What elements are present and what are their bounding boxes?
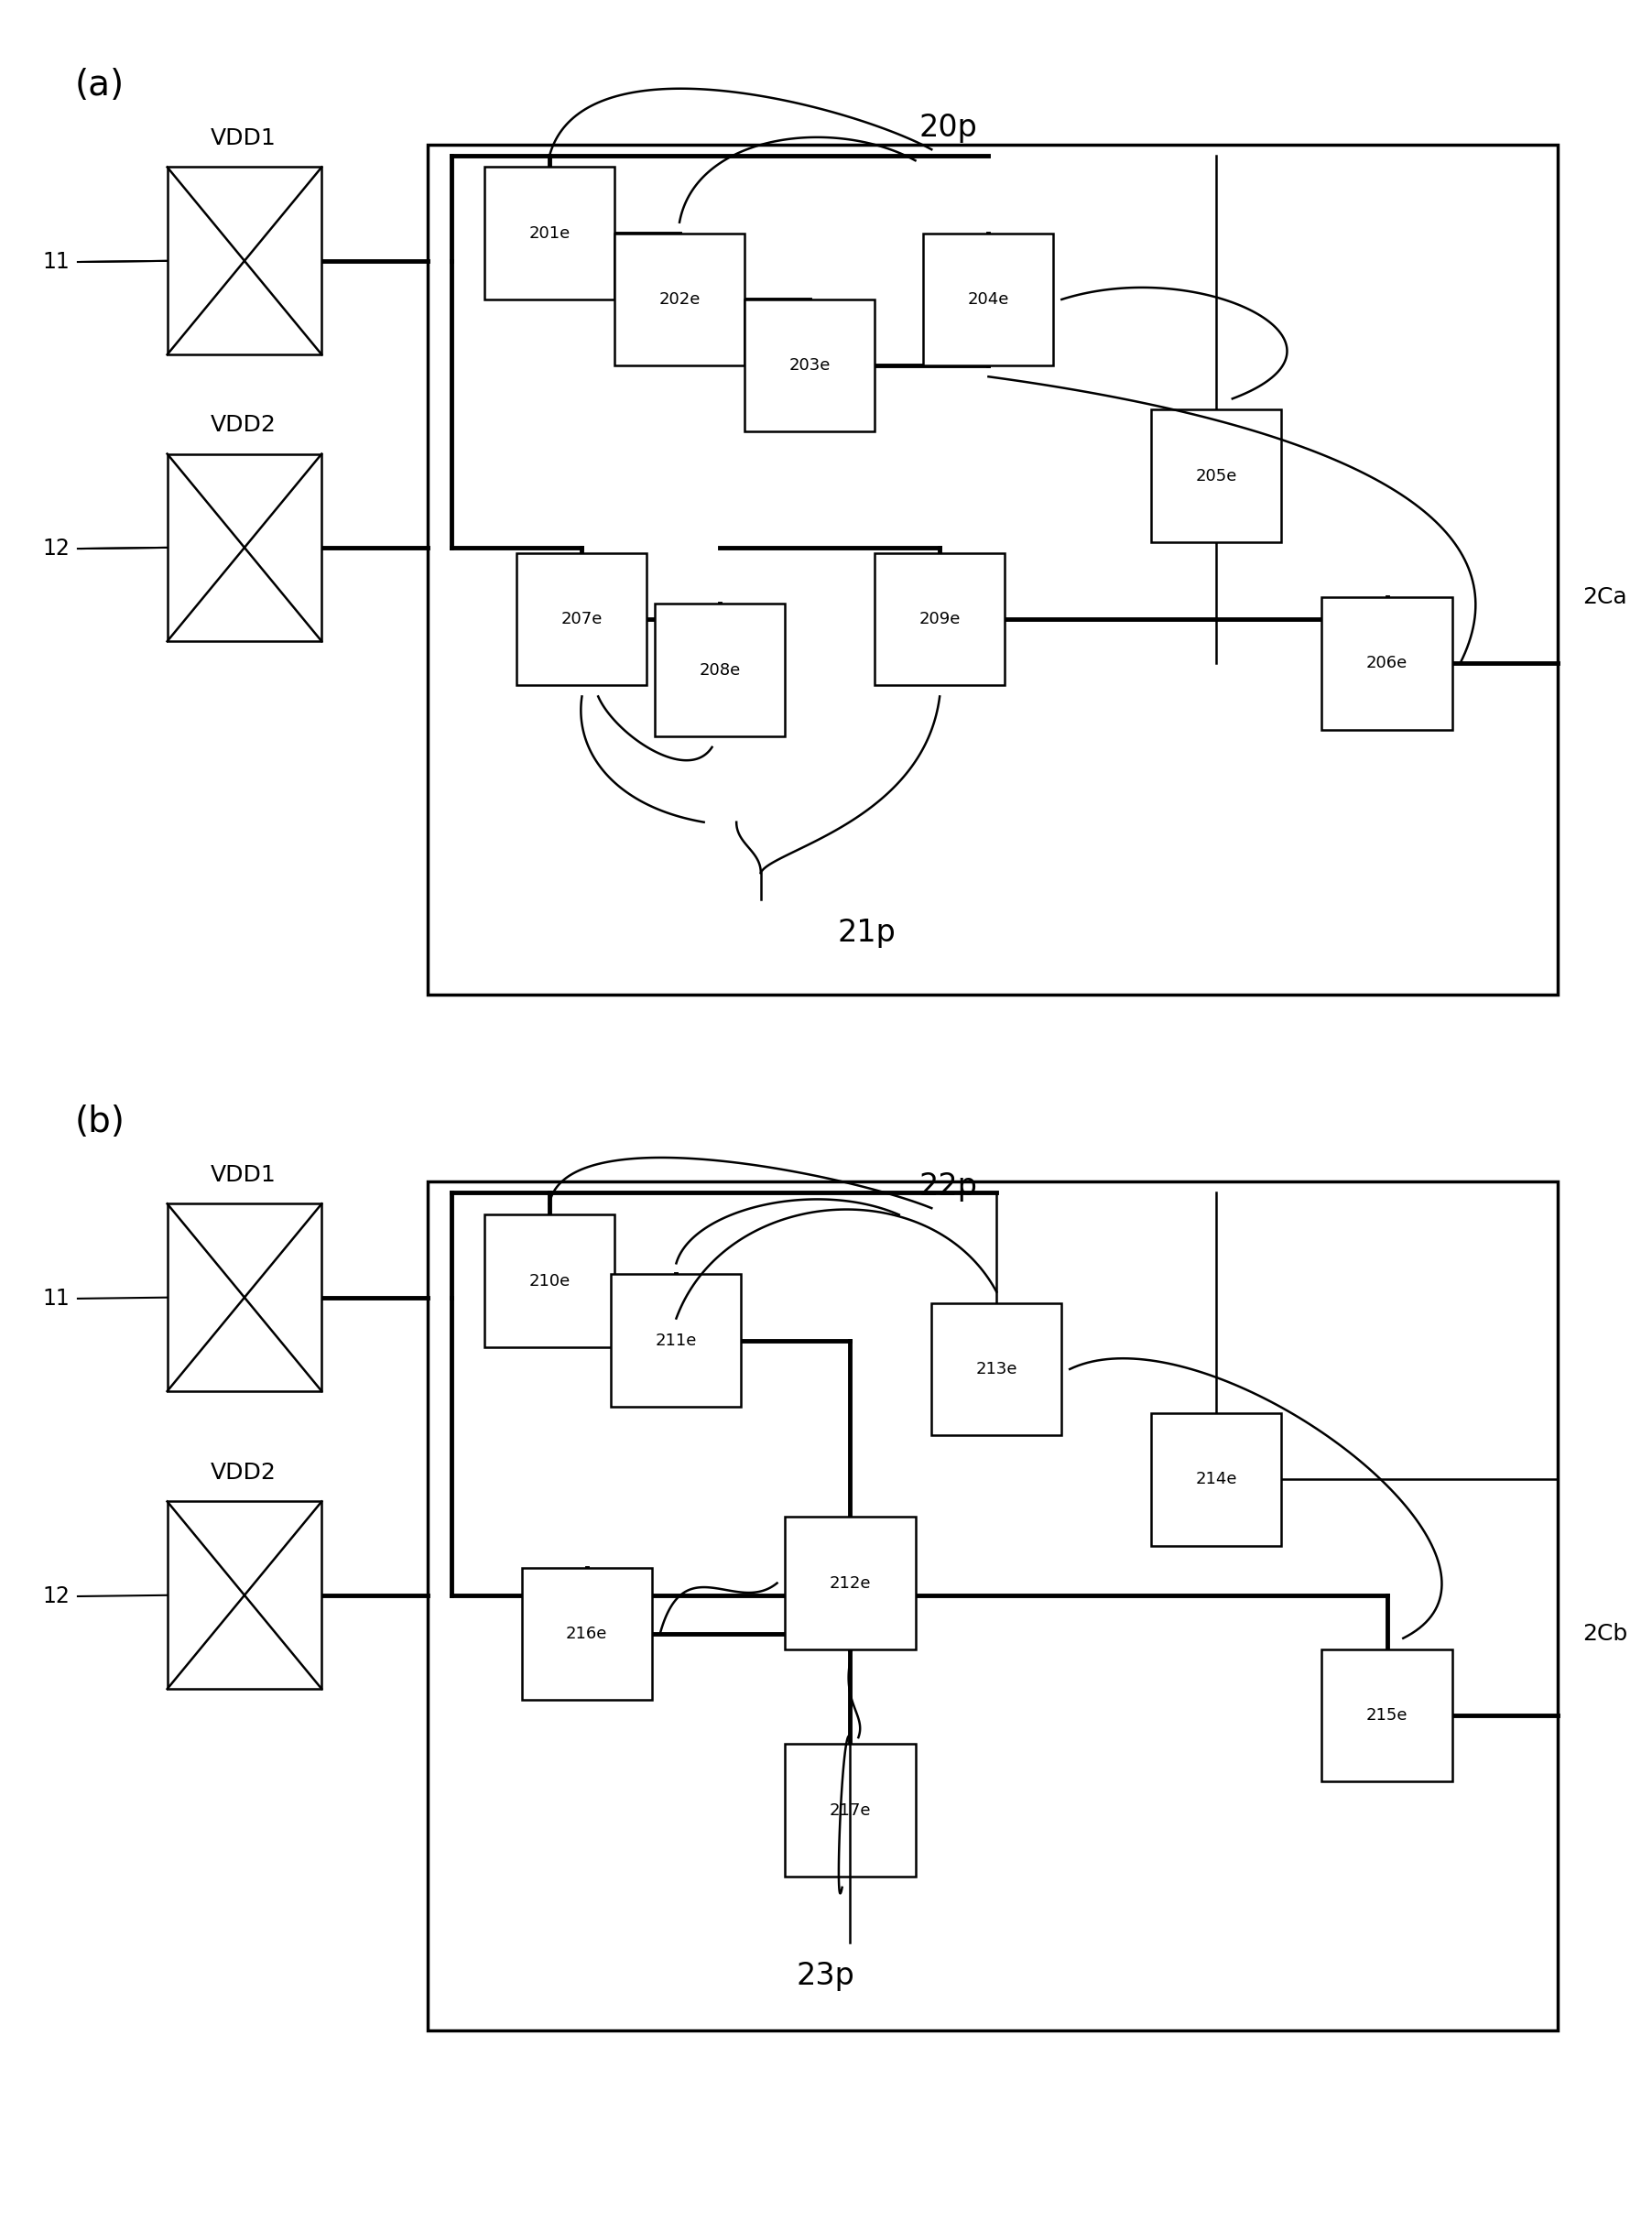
Text: 204e: 204e xyxy=(968,292,1009,308)
Text: 2Ca: 2Ca xyxy=(1583,587,1627,609)
Text: (a): (a) xyxy=(74,67,124,103)
Text: 207e: 207e xyxy=(562,611,603,627)
Text: VDD2: VDD2 xyxy=(211,1461,276,1484)
Text: 201e: 201e xyxy=(529,225,570,241)
Text: 23p: 23p xyxy=(796,1961,856,1990)
Text: 12: 12 xyxy=(43,538,69,560)
Text: 205e: 205e xyxy=(1196,469,1237,484)
Bar xyxy=(484,167,615,299)
Text: 216e: 216e xyxy=(567,1626,608,1642)
Bar xyxy=(745,299,874,433)
Text: 214e: 214e xyxy=(1196,1470,1237,1488)
Text: 215e: 215e xyxy=(1366,1707,1408,1725)
Text: 11: 11 xyxy=(43,1287,69,1310)
Bar xyxy=(167,1205,322,1392)
Bar xyxy=(428,145,1558,995)
Text: 22p: 22p xyxy=(919,1171,976,1200)
Bar xyxy=(522,1568,653,1700)
Text: 2Cb: 2Cb xyxy=(1583,1622,1627,1644)
Bar xyxy=(1322,1649,1452,1783)
Text: VDD1: VDD1 xyxy=(211,127,276,149)
Text: 203e: 203e xyxy=(788,357,831,375)
Text: (b): (b) xyxy=(74,1104,126,1140)
Text: 20p: 20p xyxy=(919,112,976,143)
Text: 11: 11 xyxy=(43,250,69,272)
Text: VDD1: VDD1 xyxy=(211,1165,276,1187)
Text: 206e: 206e xyxy=(1366,656,1408,672)
Text: 210e: 210e xyxy=(529,1272,570,1290)
Bar xyxy=(785,1745,915,1876)
Bar xyxy=(615,234,745,366)
Bar xyxy=(167,1501,322,1689)
Text: 21p: 21p xyxy=(838,917,895,948)
Text: 209e: 209e xyxy=(919,611,960,627)
Text: 12: 12 xyxy=(43,1586,69,1606)
Bar xyxy=(517,553,648,685)
Bar xyxy=(1151,1412,1282,1546)
Text: VDD2: VDD2 xyxy=(211,415,276,437)
Bar xyxy=(874,553,1004,685)
Bar xyxy=(611,1274,742,1406)
Text: 212e: 212e xyxy=(829,1575,871,1591)
Bar xyxy=(167,453,322,640)
Text: 202e: 202e xyxy=(659,292,700,308)
Bar xyxy=(167,167,322,355)
Text: 213e: 213e xyxy=(976,1361,1018,1377)
Bar xyxy=(1151,411,1282,542)
Bar xyxy=(428,1182,1558,2030)
Text: 211e: 211e xyxy=(656,1332,697,1350)
Bar xyxy=(932,1303,1062,1435)
Text: 217e: 217e xyxy=(829,1803,871,1818)
Bar xyxy=(484,1214,615,1348)
Bar xyxy=(656,605,785,736)
Bar xyxy=(785,1517,915,1649)
Text: 208e: 208e xyxy=(699,663,740,678)
Bar xyxy=(923,234,1054,366)
Bar xyxy=(1322,598,1452,730)
